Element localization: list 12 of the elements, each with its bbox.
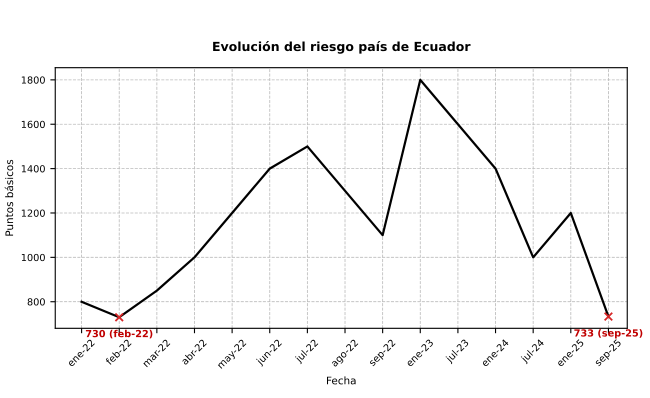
y-tick-label: 1400: [22, 165, 45, 172]
annotation: 733 (sep-25): [574, 329, 642, 338]
y-tick-label: 800: [28, 298, 45, 306]
y-axis-title: Puntos básicos: [4, 160, 14, 236]
chart-title: Evolución del riesgo país de Ecuador: [213, 40, 470, 54]
annotation: 730 (feb-22): [86, 330, 152, 338]
y-tick-label: 1200: [22, 209, 45, 217]
line-series: [80, 78, 610, 318]
x-axis-title: Fecha: [327, 376, 356, 384]
y-tick-label: 1600: [22, 120, 45, 128]
y-tick-label: 1000: [22, 254, 45, 262]
y-tick-label: 1800: [22, 76, 45, 84]
